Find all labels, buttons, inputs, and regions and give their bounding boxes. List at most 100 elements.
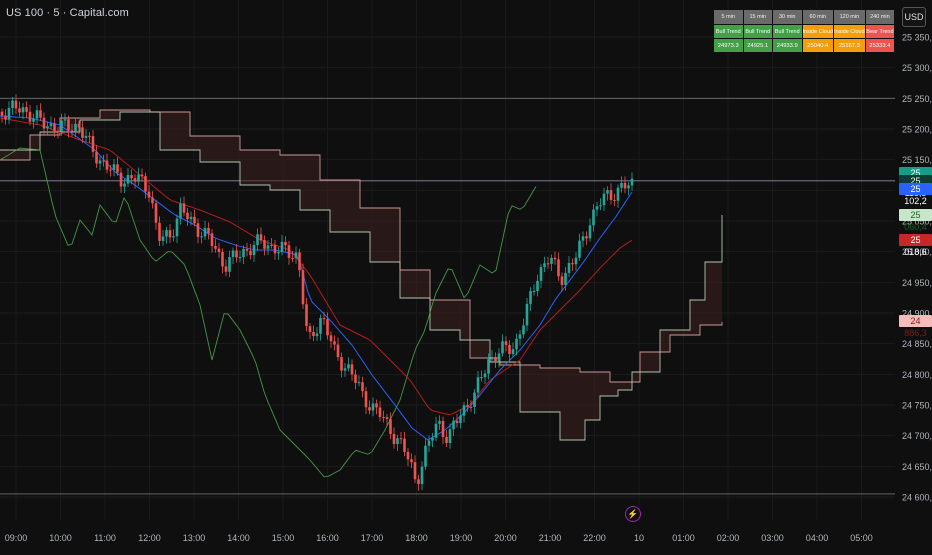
candle-body — [322, 317, 326, 320]
candle-body — [126, 175, 130, 184]
candle-body — [207, 227, 210, 234]
candle-body — [228, 257, 231, 272]
candle-body — [214, 245, 217, 249]
trend-table: 5 min 15 min 30 min 60 min 120 min 240 m… — [713, 9, 896, 53]
time-tick-label: 10:00 — [49, 533, 72, 543]
price-tick-label: 24 900,0 — [902, 309, 932, 319]
symbol-title[interactable]: US 100 · 5 · Capital.com — [6, 7, 129, 19]
candle-body — [287, 245, 291, 258]
candle-body — [116, 164, 119, 173]
candle-body — [217, 248, 221, 253]
price-tag-span-b: 24 886,3 — [899, 315, 932, 338]
candle-body — [459, 415, 462, 424]
candle-body — [28, 111, 32, 122]
candle-body — [392, 434, 396, 444]
candle-body — [483, 373, 487, 378]
price-axis[interactable]: 25 350,0 25 300,0 25 250,0 25 200,0 25 150,0… — [902, 33, 932, 503]
currency-button[interactable]: USD — [902, 7, 926, 27]
candle-body — [137, 174, 140, 182]
candle-body — [133, 178, 137, 182]
candle-body — [560, 276, 564, 285]
candle-body — [427, 440, 431, 446]
candle-body — [42, 117, 46, 129]
trend-header-cell: 5 min — [713, 9, 744, 25]
price-tick-label: 25 000,0 — [902, 247, 932, 257]
candle-body — [347, 364, 350, 369]
candle-body — [553, 257, 557, 260]
time-tick-label: 04:00 — [806, 533, 829, 543]
candle-body — [438, 420, 441, 424]
candle-body — [343, 368, 347, 371]
candle-body — [410, 459, 413, 463]
candle-body — [413, 462, 417, 480]
price-tick-label: 24 800,0 — [902, 370, 932, 380]
lightning-icon[interactable]: ⚡ — [625, 506, 641, 522]
candle-body — [382, 416, 385, 418]
candle-body — [522, 325, 525, 335]
time-tick-label: 17:00 — [361, 533, 384, 543]
candle-body — [21, 107, 25, 113]
candle-body — [70, 130, 74, 132]
time-tick-label: 10 — [634, 533, 644, 543]
candle-body — [448, 429, 452, 444]
candle-body — [396, 438, 399, 444]
candle-body — [245, 248, 249, 251]
ichimoku-cloud — [0, 109, 723, 441]
candle-body — [74, 123, 77, 132]
trend-value-cell: 24973.3 — [713, 38, 744, 53]
candle-body — [585, 236, 588, 239]
candle-body — [424, 445, 427, 467]
candle-body — [494, 356, 497, 362]
candle-body — [543, 263, 546, 268]
candle-body — [595, 206, 599, 210]
price-tag-tenkan: 25 102,2 — [899, 182, 932, 206]
tenkan-sen-line — [0, 115, 633, 441]
candle-body — [0, 111, 4, 116]
candle-body — [266, 245, 270, 249]
candle-body — [511, 349, 515, 355]
candle-body — [91, 136, 95, 152]
trend-label-cell: Bear Trend — [864, 24, 896, 39]
candle-body — [445, 437, 448, 444]
candle-body — [88, 135, 91, 137]
time-tick-label: 09:00 — [5, 533, 28, 543]
candle-body — [529, 291, 532, 304]
candle-body — [329, 335, 333, 342]
candle-body — [546, 263, 550, 265]
candle-body — [336, 344, 340, 358]
candle-body — [291, 257, 294, 259]
candle-body — [476, 377, 480, 393]
candle-body — [364, 391, 368, 408]
candle-body — [623, 182, 627, 189]
trend-label-cell: Bull Trend — [713, 24, 744, 39]
candle-body — [25, 107, 28, 112]
candle-body — [599, 205, 602, 207]
trend-header-cell: 60 min — [801, 9, 835, 25]
candle-body — [84, 135, 88, 138]
price-tick-label: 24 700,0 — [902, 431, 932, 441]
trend-header-cell: 120 min — [833, 9, 866, 25]
trend-table-header-row: 5 min 15 min 30 min 60 min 120 min 240 m… — [713, 9, 896, 25]
candle-body — [564, 272, 567, 285]
candle-body — [39, 110, 42, 118]
candle-body — [581, 236, 585, 241]
trend-label-cell: Inside Cloud — [833, 24, 866, 39]
candle-body — [256, 234, 259, 245]
trend-value-cell: 25333.4 — [864, 38, 896, 53]
candle-body — [175, 218, 179, 237]
candle-body — [109, 169, 112, 171]
trend-label-cell: Bull Trend — [772, 24, 803, 39]
candle-body — [354, 374, 357, 383]
candle-body — [455, 420, 459, 424]
candle-body — [627, 185, 630, 189]
candle-body — [32, 118, 35, 122]
candle-body — [378, 407, 382, 417]
candle-body — [305, 304, 308, 327]
candle-body — [98, 160, 102, 164]
senkou-span-a-line — [0, 111, 723, 441]
time-axis[interactable]: 09:00 10:00 11:00 12:00 13:00 14:00 15:00 16:00… — [5, 533, 873, 543]
candle-body — [224, 266, 228, 272]
candle-body — [67, 119, 70, 131]
